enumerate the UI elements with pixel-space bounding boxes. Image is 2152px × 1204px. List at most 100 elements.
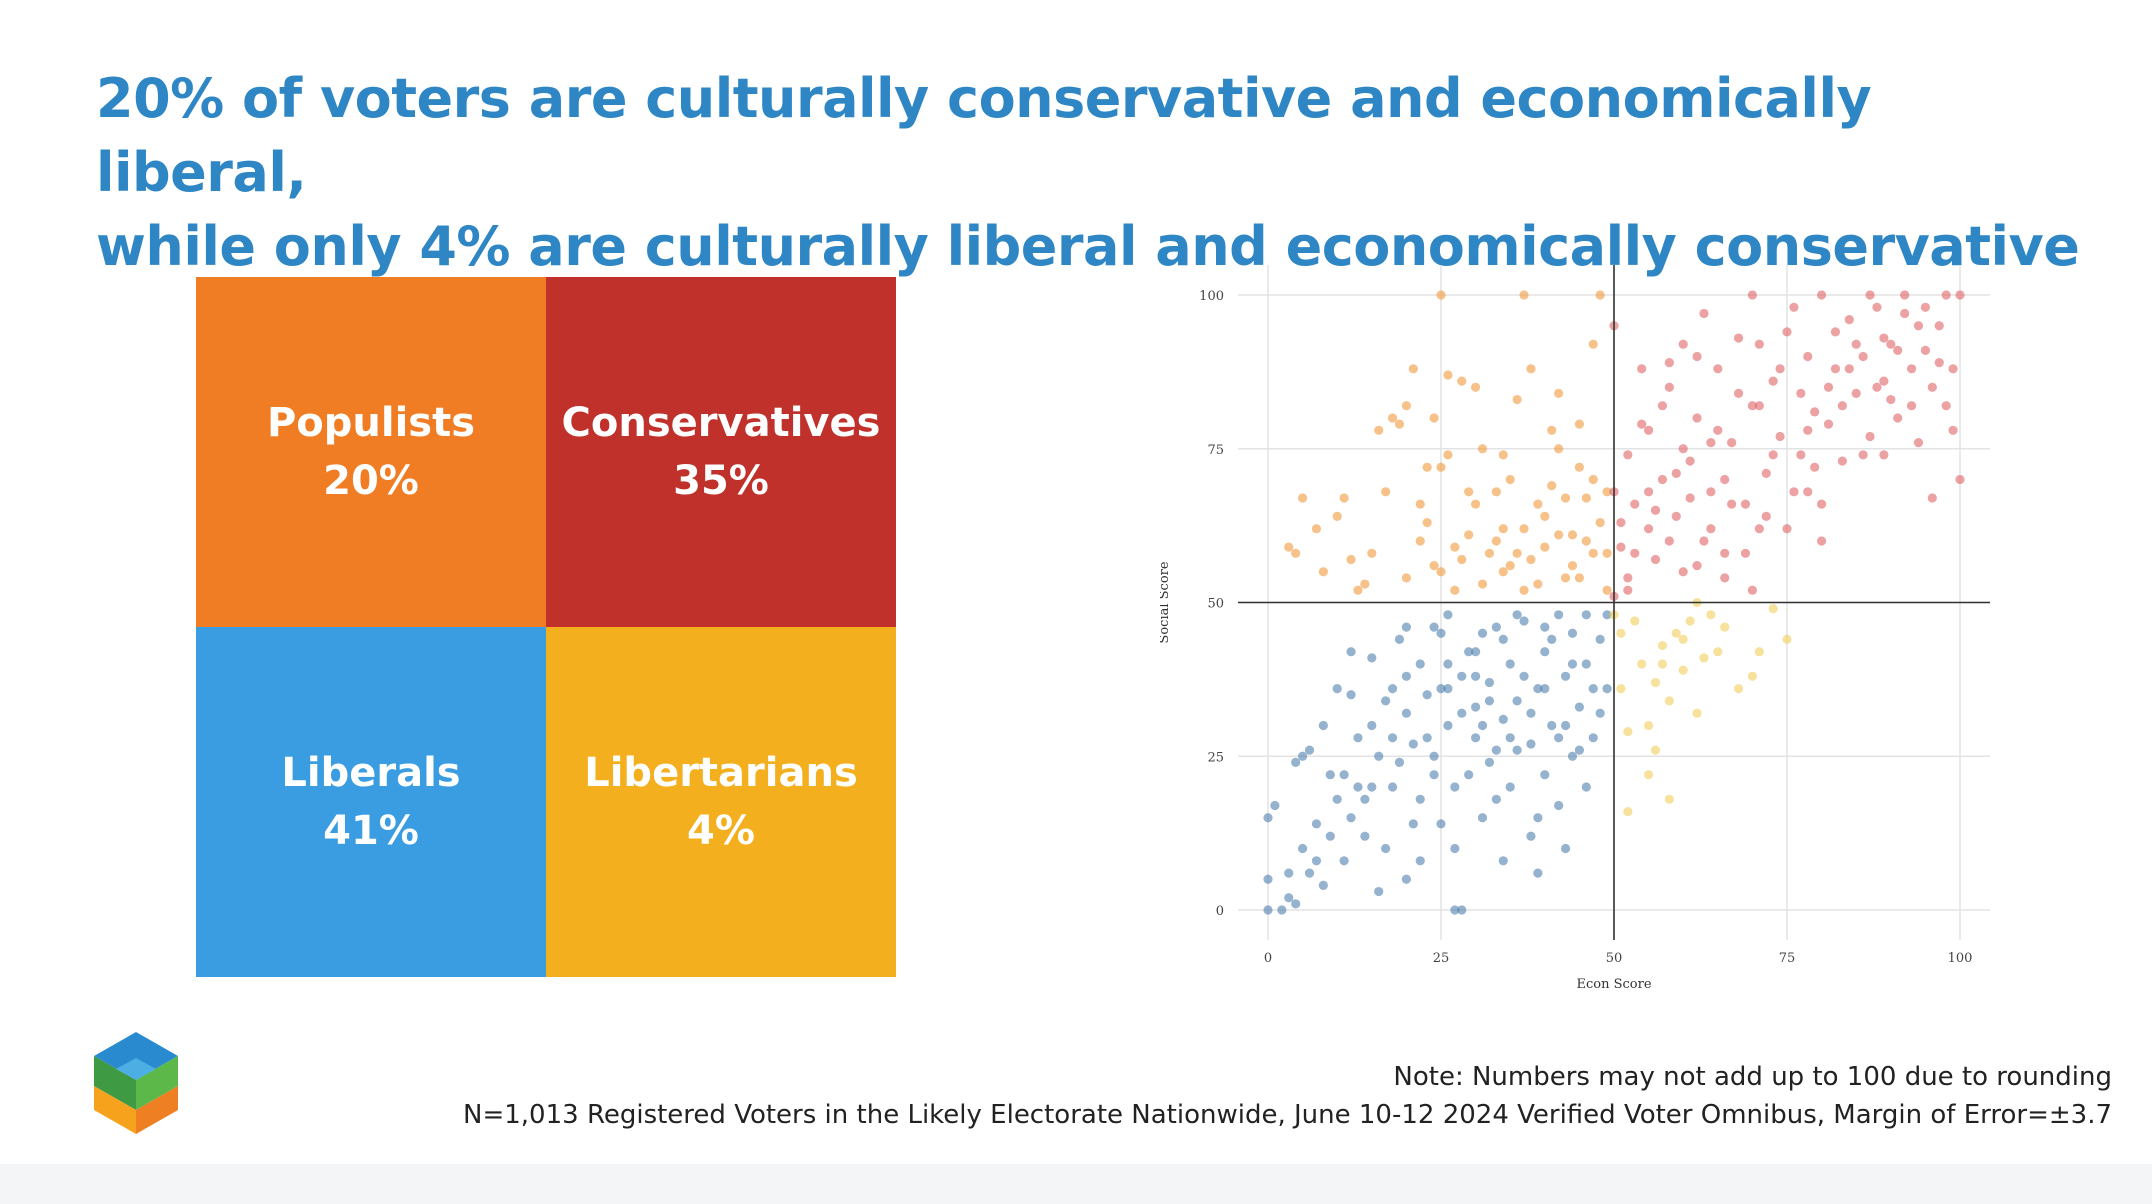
scatter-point bbox=[1588, 474, 1598, 485]
scatter-point bbox=[1457, 905, 1467, 915]
scatter-point bbox=[1650, 505, 1661, 515]
scatter-point bbox=[1858, 351, 1868, 362]
scatter-point bbox=[1284, 868, 1294, 878]
scatter-point bbox=[1740, 548, 1751, 558]
scatter-point bbox=[1588, 548, 1598, 558]
scatter-point bbox=[1367, 782, 1377, 792]
scatter-point bbox=[1927, 382, 1937, 392]
scatter-point bbox=[1768, 604, 1778, 614]
scatter-point bbox=[1671, 628, 1681, 638]
scatter-point bbox=[1706, 610, 1716, 620]
scatter-point bbox=[1567, 751, 1578, 761]
x-tick-label: 0 bbox=[1264, 951, 1272, 966]
scatter-point bbox=[1906, 401, 1917, 411]
scatter-point bbox=[1588, 339, 1598, 349]
scatter-point bbox=[1678, 634, 1688, 644]
scatter-point bbox=[1602, 487, 1612, 497]
scatter-point bbox=[1415, 499, 1425, 509]
scatter-point bbox=[1311, 524, 1322, 534]
scatter-point bbox=[1913, 438, 1924, 448]
scatter-point bbox=[1560, 843, 1571, 854]
scatter-point bbox=[1318, 720, 1328, 731]
scatter-point bbox=[1491, 794, 1501, 804]
scatter-point bbox=[1429, 770, 1439, 780]
scatter-point bbox=[1519, 671, 1529, 681]
scatter-point bbox=[1886, 339, 1896, 349]
scatter-point bbox=[1381, 487, 1391, 497]
title-line-1: 20% of voters are culturally conservativ… bbox=[96, 67, 1872, 204]
scatter-point bbox=[1630, 548, 1640, 558]
scatter-point bbox=[1733, 684, 1744, 694]
scatter-point bbox=[1927, 493, 1937, 503]
scatter-point bbox=[1602, 548, 1612, 558]
scatter-point bbox=[1685, 616, 1695, 626]
scatter-point bbox=[1422, 462, 1432, 472]
scatter-point bbox=[1484, 548, 1495, 558]
scatter-point bbox=[1920, 302, 1930, 312]
scatter-point bbox=[1298, 493, 1308, 503]
scatter-point bbox=[1823, 382, 1834, 392]
scatter-point bbox=[1429, 751, 1439, 761]
scatter-point bbox=[1650, 677, 1661, 688]
scatter-point bbox=[1706, 438, 1716, 448]
x-tick-label: 25 bbox=[1433, 951, 1450, 966]
scatter-point bbox=[1443, 610, 1453, 620]
scatter-point bbox=[1304, 868, 1315, 878]
scatter-point bbox=[1948, 364, 1958, 374]
scatter-point bbox=[1574, 419, 1584, 429]
scatter-point bbox=[1720, 622, 1730, 632]
scatter-point bbox=[1803, 425, 1813, 435]
scatter-point bbox=[1630, 499, 1640, 509]
title-line-2: while only 4% are culturally liberal and… bbox=[96, 215, 2080, 278]
scatter-point bbox=[1498, 567, 1508, 577]
scatter-point bbox=[1713, 425, 1723, 435]
scatter-point bbox=[1623, 585, 1633, 595]
scatter-point bbox=[1602, 684, 1612, 694]
scatter-point bbox=[1616, 517, 1626, 528]
scatter-point bbox=[1574, 573, 1584, 583]
scatter-point bbox=[1512, 610, 1522, 620]
scatter-point bbox=[1893, 413, 1903, 423]
scatter-point bbox=[1346, 647, 1356, 657]
scatter-point bbox=[1782, 327, 1792, 337]
quadrant-conservatives: Conservatives 35% bbox=[546, 277, 896, 627]
scatter-point bbox=[1471, 733, 1481, 743]
y-tick-label: 75 bbox=[1207, 443, 1224, 458]
scatter-point bbox=[1574, 745, 1584, 755]
scatter-point bbox=[1318, 567, 1328, 577]
scatter-point bbox=[1540, 647, 1550, 657]
scatter-point bbox=[1692, 413, 1702, 423]
scatter-point bbox=[1775, 364, 1785, 374]
scatter-point bbox=[1865, 290, 1875, 300]
scatter-point bbox=[1844, 364, 1854, 374]
scatter-point bbox=[1332, 511, 1342, 521]
scatter-point bbox=[1720, 474, 1730, 485]
bottom-band bbox=[0, 1164, 2152, 1204]
scatter-point bbox=[1284, 893, 1294, 903]
scatter-chart: 0 25 50 75 100 0 25 50 75 100 Econ Score Social Sco… bbox=[1160, 265, 1990, 992]
scatter-point bbox=[1436, 290, 1446, 300]
brand-logo-icon bbox=[94, 1032, 178, 1134]
scatter-point bbox=[1436, 628, 1446, 638]
scatter-point bbox=[1436, 684, 1446, 694]
scatter-point bbox=[1567, 659, 1578, 669]
scatter-point bbox=[1706, 524, 1716, 534]
scatter-point bbox=[1533, 579, 1543, 589]
scatter-point bbox=[1401, 573, 1411, 583]
scatter-point bbox=[1803, 351, 1813, 362]
scatter-point bbox=[1457, 554, 1467, 565]
scatter-point bbox=[1657, 640, 1668, 651]
scatter-point bbox=[1387, 782, 1398, 792]
scatter-point bbox=[1554, 610, 1564, 620]
scatter-point bbox=[1457, 376, 1467, 386]
scatter-point bbox=[1519, 290, 1529, 300]
scatter-point bbox=[1450, 585, 1460, 595]
scatter-point bbox=[1443, 720, 1453, 731]
x-tick-label: 100 bbox=[1948, 951, 1973, 966]
scatter-point bbox=[1567, 530, 1578, 540]
scatter-point bbox=[1581, 782, 1591, 792]
quadrant-liberals: Liberals 41% bbox=[196, 627, 546, 977]
scatter-point bbox=[1457, 708, 1467, 718]
scatter-point bbox=[1837, 401, 1847, 411]
scatter-point bbox=[1540, 684, 1550, 694]
